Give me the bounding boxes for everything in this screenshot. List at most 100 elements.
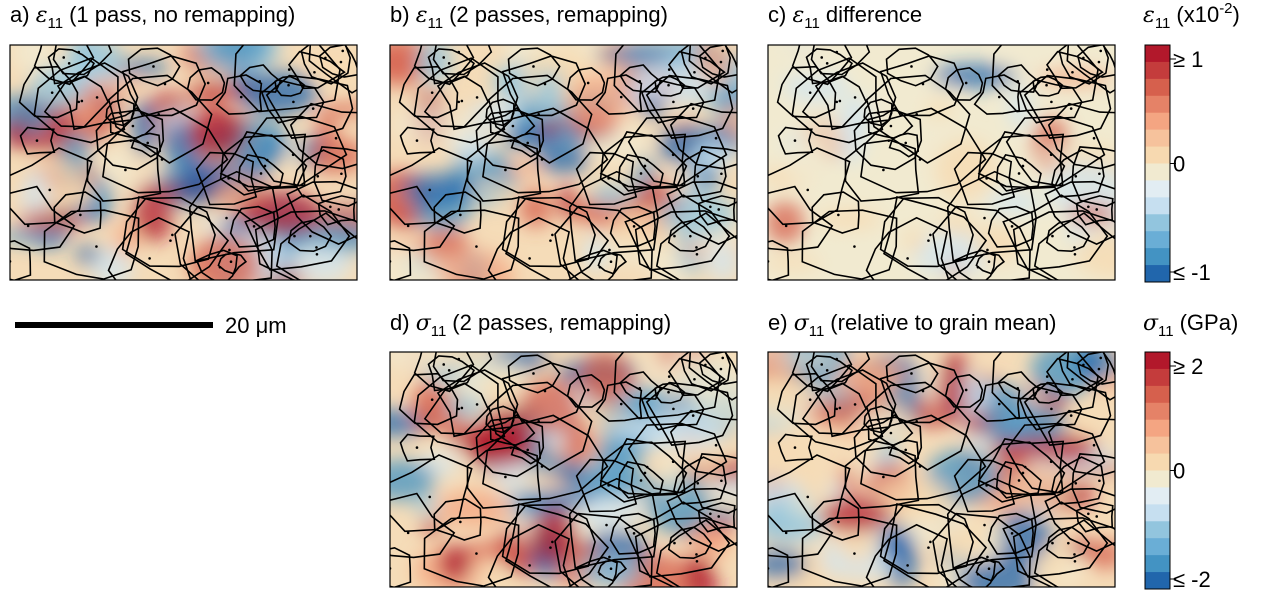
grain-boundary — [174, 205, 273, 280]
colorbar-band — [1145, 78, 1170, 97]
grain-boundary — [1075, 195, 1114, 226]
grain-boundary — [554, 205, 653, 280]
grain-center — [837, 213, 840, 217]
grain-boundary — [953, 458, 1016, 513]
grain-center — [259, 172, 263, 175]
grain-boundary — [19, 126, 56, 155]
grain-center — [639, 172, 643, 175]
grain-center — [987, 567, 991, 570]
panel-label: a) — [10, 2, 30, 27]
grain-center — [549, 239, 552, 242]
grain-boundary — [1066, 45, 1115, 94]
grain-center — [79, 213, 82, 217]
grain-center — [918, 465, 922, 468]
grain-boundary — [390, 454, 473, 533]
colorbar-tick-label: ≤ -1 — [1173, 260, 1211, 285]
colorbar-band — [1145, 231, 1170, 249]
grain-center — [997, 95, 1001, 99]
colorbar-subscript: 11 — [1155, 15, 1171, 32]
grain-boundary — [485, 405, 515, 434]
grain-center — [889, 124, 893, 128]
grain-center — [239, 95, 243, 99]
grain-center — [667, 390, 670, 394]
colorbar-tick-label: 0 — [1173, 459, 1185, 484]
grain-boundary — [1051, 456, 1105, 505]
grain-boundary — [244, 194, 351, 271]
grain-boundary — [613, 352, 721, 420]
grain-center — [67, 62, 71, 65]
grain-center — [228, 248, 231, 252]
grain-center — [1021, 471, 1025, 475]
grain-boundary — [423, 209, 520, 280]
grain-center — [460, 99, 464, 103]
grain-center — [608, 248, 611, 252]
grain-center — [540, 465, 544, 468]
colorbar-band — [1145, 487, 1170, 505]
grain-center — [287, 83, 290, 87]
grain-boundary — [130, 132, 162, 158]
grain-center — [540, 158, 544, 161]
map-frame — [389, 351, 738, 588]
grain-boundary — [1051, 149, 1105, 198]
grain-boundary — [286, 180, 357, 245]
grain-boundary — [293, 149, 347, 198]
grain-boundary — [1045, 526, 1091, 560]
grain-center — [309, 234, 312, 238]
grain-boundary — [680, 352, 732, 392]
grain-center — [609, 567, 613, 570]
grain-boundary — [489, 413, 536, 446]
grain-center — [608, 555, 611, 559]
grain-center — [714, 443, 718, 447]
grain-center — [719, 60, 723, 64]
grain-center — [459, 520, 462, 524]
grain-boundary — [1032, 75, 1064, 97]
grain-boundary — [287, 219, 333, 253]
grain-center — [406, 224, 410, 228]
grain-boundary — [1076, 352, 1115, 385]
grain-boundary — [239, 64, 282, 93]
grain-center — [1045, 83, 1048, 87]
grain-center — [887, 139, 891, 142]
grain-center — [1069, 107, 1073, 110]
grain-boundary — [867, 106, 914, 139]
grain-boundary — [105, 98, 135, 127]
grain-center — [77, 50, 81, 54]
grain-boundary — [944, 373, 984, 408]
grain-center — [146, 141, 150, 145]
grain-center — [806, 495, 810, 499]
grain-center — [1073, 246, 1076, 249]
grain-boundary — [1075, 502, 1114, 533]
panel-label: c) — [768, 2, 786, 27]
grain-boundary — [777, 126, 814, 155]
grain-center — [695, 246, 698, 249]
grain-center — [927, 239, 930, 242]
colorbar-band — [1145, 248, 1170, 266]
grain-center — [1098, 172, 1101, 176]
grain-center — [605, 216, 608, 220]
grain-center — [689, 234, 692, 238]
grain-center — [709, 512, 712, 516]
grain-center — [316, 175, 320, 178]
grain-boundary — [215, 74, 263, 115]
grain-boundary — [489, 106, 536, 139]
grain-boundary — [776, 372, 837, 426]
grain-center — [229, 260, 233, 263]
grain-boundary — [814, 62, 897, 131]
grain-boundary — [777, 433, 814, 462]
grain-boundary — [791, 45, 853, 86]
grain-center — [719, 367, 723, 371]
grain-center — [808, 398, 812, 401]
grain-boundary — [568, 477, 659, 570]
grain-boundary — [613, 45, 721, 113]
colorbar-text: (x10 — [1176, 2, 1219, 27]
panel-text: (1 pass, no remapping) — [69, 2, 295, 27]
grain-center — [929, 233, 932, 237]
grain-center — [551, 233, 554, 237]
grain-center — [442, 363, 446, 366]
grain-center — [532, 65, 535, 68]
grain-center — [1073, 559, 1077, 563]
grain-boundary — [688, 45, 737, 94]
grain-center — [526, 448, 530, 452]
panel-subscript: 11 — [431, 323, 447, 340]
grain-boundary — [693, 146, 737, 207]
